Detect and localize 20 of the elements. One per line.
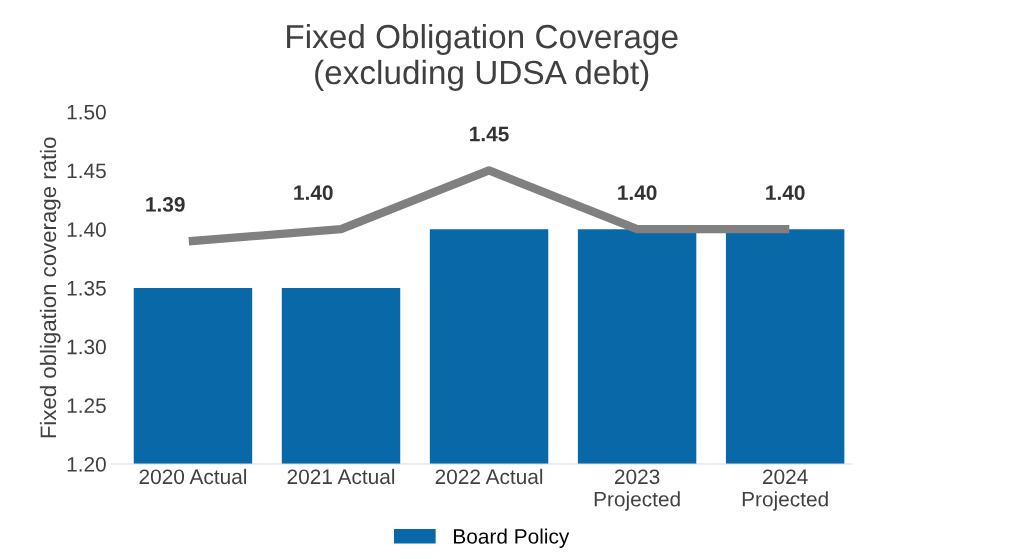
y-tick-label: 1.20 — [67, 456, 106, 472]
y-tick-label: 1.35 — [67, 280, 106, 296]
y-tick-label: 1.25 — [67, 398, 106, 414]
y-tick-label: 1.30 — [67, 339, 106, 355]
x-tick-label: 2023 Projected — [594, 469, 680, 511]
x-tick-label: 2022 Actual — [435, 468, 543, 485]
x-tick-label: 2021 Actual — [287, 468, 395, 485]
y-tick-label: 1.50 — [67, 104, 106, 120]
data-label: 1.40 — [618, 185, 657, 201]
data-label: 1.39 — [146, 197, 185, 212]
y-axis-title: Fixed obligation coverage ratio — [39, 137, 61, 438]
data-label: 1.40 — [294, 185, 333, 201]
y-tick-label: 1.40 — [67, 222, 106, 237]
y-tick-label: 1.45 — [67, 163, 106, 179]
legend-label: Board Policy — [454, 528, 570, 548]
data-label: 1.40 — [766, 185, 805, 201]
x-tick-label: 2020 Actual — [139, 468, 247, 485]
chart-title: Fixed Obligation Coverage (excluding UDSA debt) — [287, 23, 678, 91]
data-label: 1.45 — [470, 126, 509, 142]
x-tick-label: 2024 Projected — [742, 469, 828, 511]
